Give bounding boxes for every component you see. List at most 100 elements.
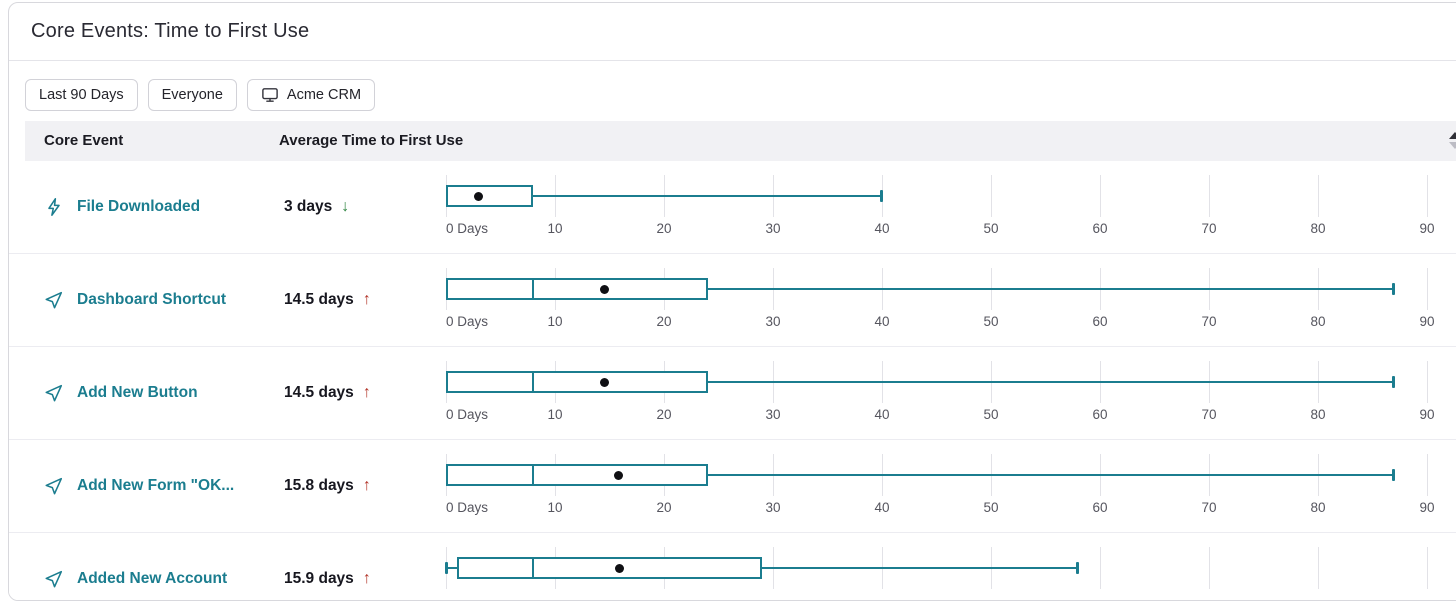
filter-time-range[interactable]: Last 90 Days [25,79,138,111]
cursor-icon [44,476,64,496]
median-line [532,464,535,486]
axis-tick-label: 20 [656,221,672,236]
axis-tick-label: 60 [1092,500,1108,515]
whisker-right [707,381,1395,383]
lightning-icon [44,197,64,217]
whisker-cap-right [1392,469,1396,481]
whisker-cap-right [880,190,883,202]
axis-gridline [1209,547,1210,589]
axis-tick-label: 40 [874,314,890,329]
median-line [532,278,535,300]
whisker-cap-right [1076,562,1080,574]
axis-gridline [1427,547,1428,589]
axis-gridline [1427,454,1428,496]
average-value: 3 days [284,198,333,215]
mean-dot [614,563,624,573]
axis-gridline [1318,175,1319,217]
axis-tick-label: 10 [547,407,563,422]
column-header-average-time[interactable]: Average Time to First Use [279,132,464,149]
event-name-link[interactable]: File Downloaded [77,198,201,215]
axis-tick-label: 70 [1201,500,1217,515]
axis-labels: 0 Days 10 20 30 40 50 60 70 80 90 [446,221,1451,237]
whisker-cap-right [1392,376,1396,388]
event-cell: Add New Form "OK... [44,440,234,532]
axis-tick-label: 30 [765,500,781,515]
event-name-link[interactable]: Add New Form "OK... [77,477,235,494]
median-line [532,557,535,579]
boxplot [446,175,1451,217]
monitor-icon [261,87,279,103]
whisker-cap-left [445,562,448,574]
axis-tick-label: 30 [765,314,781,329]
column-header-core-event[interactable]: Core Event [44,132,124,149]
sort-down-arrow [1449,142,1456,149]
trend-up-arrow-icon: ↑ [362,291,371,308]
whisker-right [707,288,1395,290]
axis-tick-label: 0 Days [446,407,489,422]
event-cell: Dashboard Shortcut [44,254,226,346]
table-row: Added New Account 15.9 days ↑ 0 Days1020… [9,533,1456,600]
axis-tick-label: 80 [1310,500,1326,515]
iqr-box [446,185,534,207]
axis-tick-label: 0 Days [446,314,489,329]
event-name-link[interactable]: Add New Button [77,384,198,401]
event-cell: File Downloaded [44,161,200,253]
mean-dot [474,191,484,201]
axis-tick-label: 50 [983,314,999,329]
axis-gridline [1427,361,1428,403]
average-value: 14.5 days [284,291,354,308]
axis-tick-label: 80 [1310,314,1326,329]
widget-header: Core Events: Time to First Use [9,3,1456,61]
axis-tick-label: 20 [656,500,672,515]
mean-dot [599,284,609,294]
table-row: Dashboard Shortcut 14.5 days ↑ 0 Days 10 2… [9,254,1456,347]
iqr-box [446,464,708,486]
axis-tick-label: 80 [1310,407,1326,422]
iqr-box [446,371,708,393]
event-name-link[interactable]: Dashboard Shortcut [77,291,226,308]
axis-tick-label: 50 [983,500,999,515]
filter-segment[interactable]: Everyone [147,79,237,111]
table-row: File Downloaded 3 days ↓ 0 Days 10 20 30 40 5… [9,161,1456,254]
iqr-box [456,557,763,579]
median-line [532,371,535,393]
trend-up-arrow-icon: ↑ [362,384,371,401]
axis-tick-label: 90 [1419,407,1435,422]
average-cell: 15.8 days ↑ [284,440,371,532]
mean-dot [599,377,609,387]
filter-time-range-label: Last 90 Days [39,87,124,103]
boxplot [445,547,1451,589]
trend-up-arrow-icon: ↑ [362,477,371,494]
axis-tick-label: 60 [1092,314,1108,329]
axis-tick-label: 40 [874,500,890,515]
axis-tick-label: 70 [1201,314,1217,329]
axis-tick-label: 50 [983,407,999,422]
average-cell: 14.5 days ↑ [284,254,371,346]
axis-gridline [991,175,992,217]
average-value: 15.9 days [284,570,354,587]
axis-tick-label: 40 [874,407,890,422]
average-cell: 15.9 days ↑ [284,533,371,600]
axis-gridline [1100,547,1101,589]
axis-gridline [1318,547,1319,589]
table-header: Core Event Average Time to First Use [25,121,1456,162]
axis-tick-label: 70 [1201,221,1217,236]
axis-tick-label: 50 [983,221,999,236]
whisker-right [533,195,882,197]
boxplot [446,454,1451,496]
sort-arrows-icon[interactable] [1449,132,1456,149]
axis-tick-label: 90 [1419,314,1435,329]
axis-tick-label: 60 [1092,221,1108,236]
axis-labels: 0 Days 10 20 30 40 50 60 70 80 90 [446,407,1451,423]
whisker-right [762,567,1079,569]
cursor-icon [44,290,64,310]
event-cell: Added New Account [44,533,228,600]
cursor-icon [44,383,64,403]
average-cell: 14.5 days ↑ [284,347,371,439]
event-name-link[interactable]: Added New Account [77,570,228,587]
page-title: Core Events: Time to First Use [31,20,310,42]
whisker-left [446,567,457,569]
filter-segment-label: Everyone [161,87,223,103]
filter-app[interactable]: Acme CRM [246,79,376,111]
cursor-icon [44,569,64,589]
